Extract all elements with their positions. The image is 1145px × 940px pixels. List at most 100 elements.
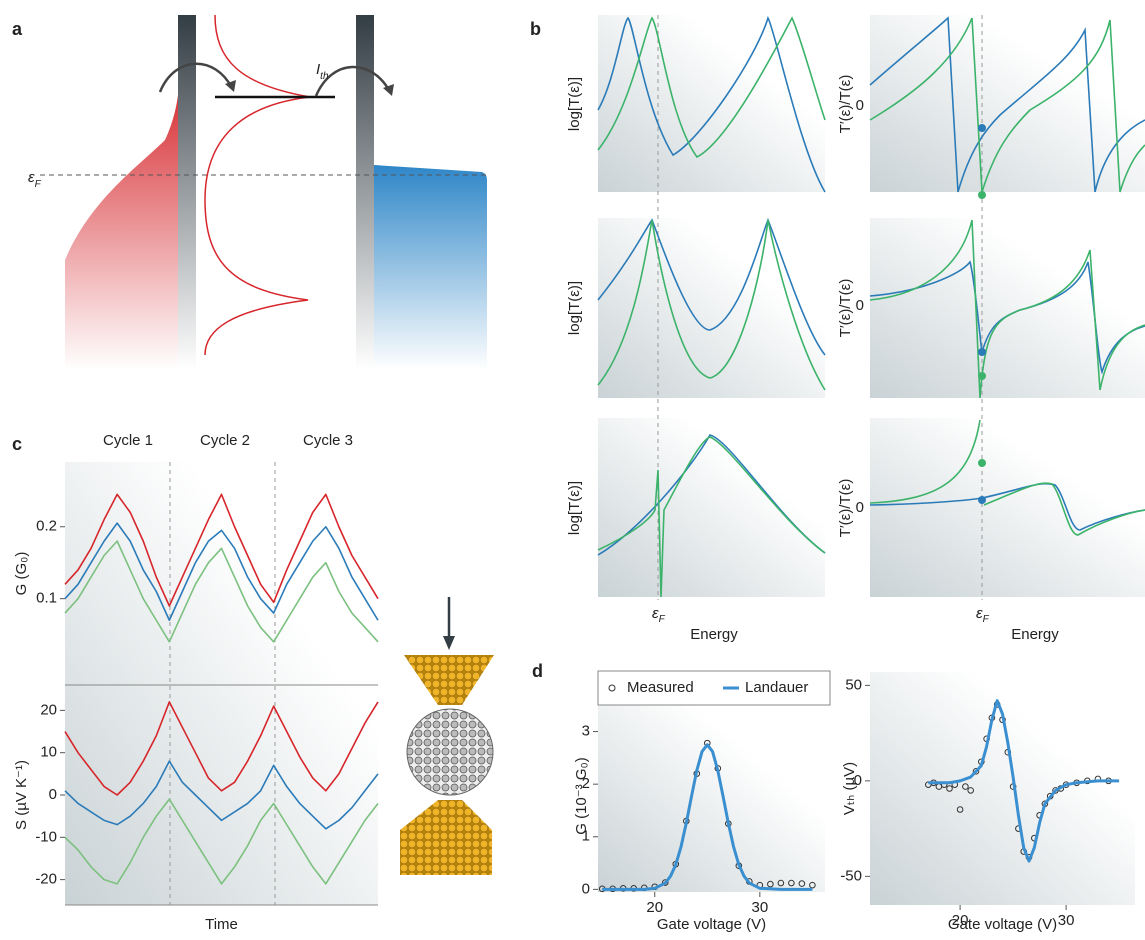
panel-b: b log[T(ε)] log[T(ε)] log[T(ε)] T′(ε)/T(… [530,15,1145,643]
left-distribution [65,95,178,370]
y-label: log[T(ε)] [566,281,583,335]
x-tick-label: 30 [751,899,768,916]
series-line [602,743,813,891]
series-line [64,760,379,830]
y-tick-label: 1 [582,828,590,845]
series-line [64,540,379,643]
electrode [400,800,492,875]
y-tick-label: 0 [49,786,57,803]
marker [946,785,953,792]
y-tick-label: 3 [582,723,590,740]
zero-tick: 0 [856,97,864,114]
panel-label: d [532,661,543,681]
fermi-label: εF [652,605,666,625]
y-label: T′(ε)/T(ε) [837,279,854,338]
y-label: G (10⁻³ G₀) [573,757,590,834]
series-line [64,522,379,622]
x-label: Energy [1011,626,1059,643]
y-label: log[T(ε)] [566,77,583,131]
marker [767,880,774,888]
barrier [178,15,196,370]
panel-label: b [530,19,541,39]
subscript: th [320,71,329,82]
panel-d: d [532,661,1135,905]
y-label: S (µV K⁻¹) [13,760,30,830]
plot-bg [65,462,378,905]
marker [962,783,969,790]
plot-bg [598,700,825,892]
y-tick-label: 10 [40,744,57,761]
marker [972,768,980,775]
barrier [356,15,374,370]
y-label: Vₜₕ (µV) [841,762,858,815]
plot-bg [870,15,1145,192]
plot-bg [598,15,825,192]
transmission-curve [204,14,311,356]
point [978,496,986,504]
y-label: T′(ε)/T(ε) [837,75,854,134]
legend-marker [608,684,616,692]
curve [869,17,1145,193]
x-label: Energy [690,626,738,643]
curve [597,217,826,356]
plot-bg [598,218,825,398]
y-tick-label: 0 [854,772,862,789]
curve [597,16,826,159]
point [978,191,986,199]
y-tick-label: -50 [840,867,862,884]
curve [597,436,826,598]
plot-bg [870,218,1145,398]
plot-bg [598,418,825,597]
panel-c: c Cycle 1 Cycle 2 Cycle 3 [12,432,494,906]
cycle-label: Cycle 2 [200,432,250,449]
curve [869,219,1145,399]
point [978,459,986,467]
y-tick-label: 0.2 [36,518,57,535]
marker [967,787,975,794]
y-label: log[T(ε)] [566,481,583,535]
symbol: ε [976,605,983,622]
x-label: Time [205,916,238,933]
y-tick-label: -10 [35,828,57,845]
y-tick-label: 20 [40,701,57,718]
plot-bg [870,672,1135,905]
panel-a: a Ith εF [12,14,487,370]
subscript: F [35,179,42,190]
legend-label: Landauer [745,679,808,696]
electrode [404,655,494,705]
x-label: Gate voltage (V) [948,916,1057,933]
x-tick-label: 20 [646,899,663,916]
curve [597,219,826,391]
legend-label: Measured [627,679,694,696]
x-label: Gate voltage (V) [657,916,766,933]
cycle-label: Cycle 1 [103,432,153,449]
subscript: F [659,614,666,625]
marker [777,879,785,887]
arrow [314,65,392,97]
y-label: T′(ε)/T(ε) [837,479,854,538]
zero-tick: 0 [856,297,864,314]
y-tick-label: -20 [35,871,57,888]
symbol: ε [28,169,35,186]
marker [788,879,795,887]
fermi-label: εF [976,605,990,625]
panel-label: c [12,434,22,454]
series-line [64,493,379,607]
panel-label: a [12,19,23,39]
curve [597,16,826,193]
right-distribution [374,165,487,370]
current-label: Ith [316,61,329,82]
series-line [64,701,379,796]
symbol: ε [652,605,659,622]
point [978,348,986,356]
marker [956,806,964,813]
series-line [64,798,379,885]
curve [869,419,1145,536]
y-tick-label: 0 [582,880,590,897]
fermi-label: εF [28,169,42,190]
arrow-head [383,84,394,96]
zero-tick: 0 [856,499,864,516]
point [978,372,986,380]
legend [597,670,831,706]
